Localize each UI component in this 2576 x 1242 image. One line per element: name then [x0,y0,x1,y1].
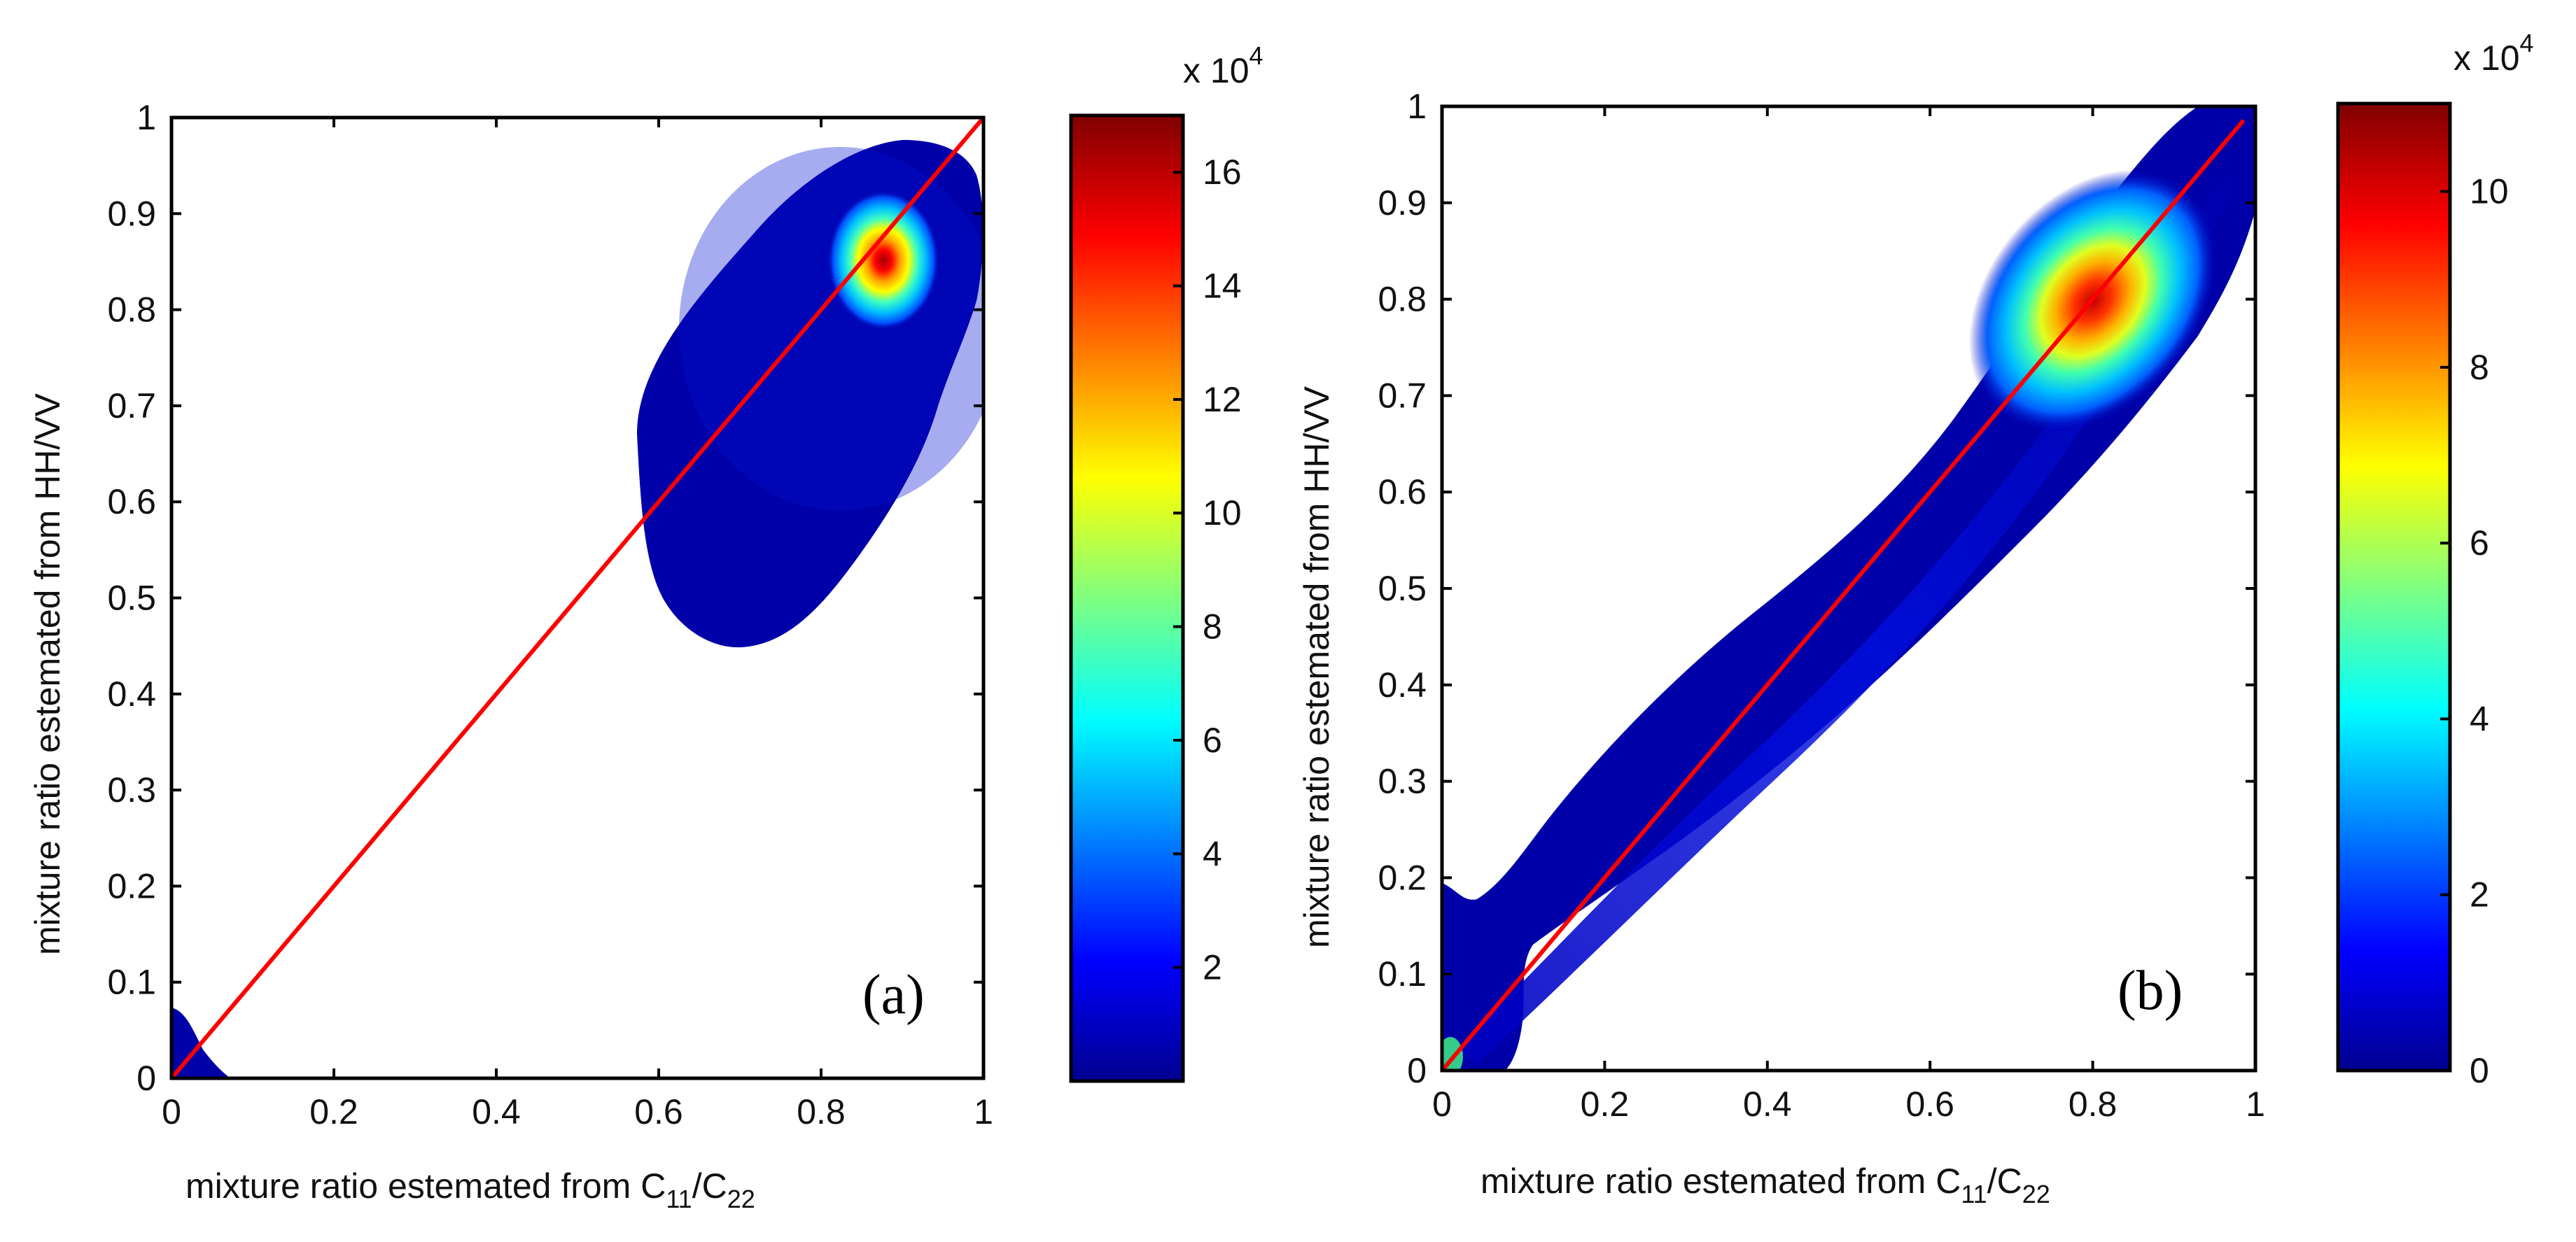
colorbar-tick-label: 2 [1203,948,1222,987]
y-tick-label: 0.5 [107,579,156,618]
y-tick-label: 0.2 [107,866,156,905]
y-tick-label: 0.1 [107,963,156,1002]
colorbar-tick-label: 6 [2470,523,2489,563]
density-ridge-b [1456,168,2240,1064]
x-tick-label: 0.4 [472,1092,521,1131]
colorbar-tick-label: 2 [2470,875,2489,915]
colorbar-tick-label: 6 [1203,721,1222,760]
y-ticks-a: 0 0.1 0.2 0.3 0.4 0.5 0.6 0.7 0.8 0.9 1 [107,98,983,1098]
colorbar-tick-label: 8 [2470,348,2489,387]
y-tick-label: 0.6 [107,482,156,521]
colorbar-tick-label: 4 [1203,834,1222,873]
y-tick-label: 0.6 [1378,472,1427,511]
reference-line-b [1442,119,2246,1071]
y-tick-label: 0.7 [107,386,156,425]
colorbar-tick-label: 16 [1203,153,1242,192]
y-tick-label: 0 [136,1059,156,1098]
x-tick-label: 0.6 [634,1092,683,1131]
x-tick-label: 1 [974,1092,993,1131]
colorbar-tick-label: 0 [2470,1051,2489,1090]
colorbar-b [2336,101,2452,1073]
x-tick-label: 0.2 [1581,1085,1630,1124]
y-tick-label: 0.3 [107,770,156,810]
x-tick-label: 0.8 [2068,1085,2118,1124]
colorbar-ticks-a: 2 4 6 8 10 12 14 16 [1173,153,1242,987]
colorbar-tick-label: 8 [1203,607,1222,647]
y-tick-label: 0.1 [1378,954,1427,994]
panel-label-a: (a) [862,964,925,1026]
x-tick-label: 0.2 [309,1092,358,1131]
panel-a: 0 0.2 0.4 0.6 0.8 1 0 0.1 0.2 0.3 0.4 0.5 0.6 0.7 0.8… [28,41,1264,1213]
colorbar-tick-label: 10 [1203,493,1242,532]
y-ticks-b: 0 0.1 0.2 0.3 0.4 0.5 0.6 0.7 0.8 0.9 1 [1378,87,2255,1090]
colorbar-multiplier-b: x 104 [2454,29,2534,78]
reference-line-a [172,118,983,1078]
y-tick-label: 0.9 [1378,183,1427,223]
x-axis-label-a: mixture ratio estemated from C11/C22 [186,1166,755,1213]
colorbar-tick-label: 12 [1203,380,1242,419]
y-tick-label: 0.4 [1378,665,1427,705]
y-tick-label: 1 [1407,87,1427,126]
colorbar-tick-label: 10 [2470,172,2509,211]
panel-b: 0 0.2 0.4 0.6 0.8 1 0 0.1 0.2 0.3 0.4 0.5 0.6 0.7 0.8… [1297,29,2534,1208]
density-peak-a [827,190,939,330]
y-axis-label-b: mixture ratio estemated from HH/VV [1297,386,1336,948]
y-tick-label: 0.8 [1378,280,1427,319]
colorbar-ticks-b: 0 2 4 6 8 10 [2440,172,2509,1090]
x-tick-label: 0 [1432,1085,1452,1124]
x-tick-label: 0.6 [1905,1085,1954,1124]
y-tick-label: 0 [1407,1051,1427,1090]
x-axis-label-b: mixture ratio estemated from C11/C22 [1480,1162,2050,1208]
density-halo-a [679,147,983,511]
x-ticks-a: 0 0.2 0.4 0.6 0.8 1 [162,118,993,1131]
panel-label-b: (b) [2118,960,2183,1022]
y-tick-label: 0.4 [107,675,156,714]
x-tick-label: 1 [2246,1085,2265,1124]
colorbar-a [1069,113,1185,1083]
y-tick-label: 0.9 [107,194,156,233]
x-ticks-b: 0 0.2 0.4 0.6 0.8 1 [1432,106,2265,1124]
x-tick-label: 0.8 [797,1092,846,1131]
y-tick-label: 0.5 [1378,569,1427,608]
y-tick-label: 0.3 [1378,762,1427,801]
colorbar-tick-label: 4 [2470,699,2489,738]
y-tick-label: 0.2 [1378,858,1427,897]
y-axis-label-a: mixture ratio estemated from HH/VV [28,393,67,955]
x-tick-label: 0 [162,1092,181,1131]
x-tick-label: 0.4 [1743,1085,1792,1124]
colorbar-tick-label: 14 [1203,267,1242,306]
y-tick-label: 0.8 [107,290,156,330]
y-tick-label: 1 [136,98,156,137]
colorbar-multiplier-a: x 104 [1183,41,1264,90]
y-tick-label: 0.7 [1378,376,1427,415]
